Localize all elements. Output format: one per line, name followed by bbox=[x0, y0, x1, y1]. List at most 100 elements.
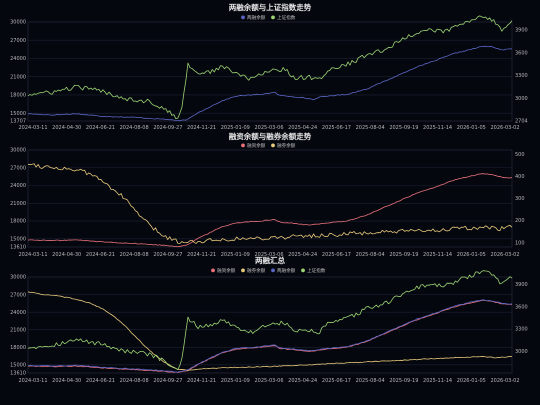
legend-item[interactable]: 两融余额 bbox=[241, 14, 266, 21]
y-right-tick-label: 500 bbox=[515, 152, 525, 158]
legend-item[interactable]: 上证指数 bbox=[271, 14, 296, 21]
y-left-tick-label: 15000 bbox=[10, 363, 26, 369]
x-tick-label: 2025-08-04 bbox=[356, 378, 385, 384]
x-tick-label: 2024-06-21 bbox=[86, 125, 115, 131]
legend-marker bbox=[271, 268, 275, 273]
x-tick-label: 2025-08-04 bbox=[356, 252, 385, 258]
x-tick-label: 2025-11-14 bbox=[423, 252, 452, 258]
x-tick-label: 2026-03-02 bbox=[490, 252, 519, 258]
legend-marker bbox=[271, 143, 275, 148]
x-tick-label: 2026-01-05 bbox=[457, 378, 486, 384]
y-left-tick-label: 21000 bbox=[10, 327, 26, 333]
x-tick-label: 2025-06-17 bbox=[322, 252, 351, 258]
x-tick-label: 2024-11-21 bbox=[187, 378, 216, 384]
legend-item[interactable]: 融资余额 bbox=[211, 267, 236, 274]
x-tick-label: 2024-08-08 bbox=[120, 125, 149, 131]
x-tick-label: 2024-08-08 bbox=[120, 378, 149, 384]
legend-item[interactable]: 两融余额 bbox=[271, 267, 296, 274]
x-tick-label: 2024-04-30 bbox=[52, 378, 81, 384]
x-tick-label: 2025-06-17 bbox=[322, 125, 351, 131]
x-tick-label: 2024-04-30 bbox=[52, 125, 81, 131]
x-tick-label: 2024-06-21 bbox=[86, 252, 115, 258]
x-tick-label: 2025-03-06 bbox=[254, 252, 283, 258]
y-right-tick-label: 3600 bbox=[515, 304, 528, 310]
legend-label: 两融余额 bbox=[247, 14, 266, 21]
y-left-tick-label: 18000 bbox=[10, 345, 26, 351]
y-right-tick-label: 3900 bbox=[515, 27, 528, 33]
legend-item[interactable]: 融券余额 bbox=[271, 142, 296, 149]
series-line-0 bbox=[27, 173, 513, 248]
y-left-tick-label: 13707 bbox=[10, 119, 26, 125]
y-left-tick-label: 24000 bbox=[10, 56, 26, 62]
legend-item[interactable]: 上证指数 bbox=[301, 267, 326, 274]
x-tick-label: 2024-03-11 bbox=[18, 125, 47, 131]
x-tick-label: 2025-09-19 bbox=[389, 378, 418, 384]
chart-title: 两融余额与上证指数走势 bbox=[229, 2, 312, 12]
y-right-tick-label: 3900 bbox=[515, 282, 528, 288]
legend-marker bbox=[301, 268, 305, 273]
x-tick-label: 2025-03-06 bbox=[254, 378, 283, 384]
y-left-tick-label: 15000 bbox=[10, 111, 26, 117]
series-line-3 bbox=[27, 270, 513, 371]
series-line-1 bbox=[27, 291, 513, 371]
y-left-tick-label: 21000 bbox=[10, 74, 26, 80]
y-right-tick-label: 400 bbox=[515, 174, 525, 180]
x-tick-label: 2025-11-14 bbox=[423, 125, 452, 131]
legend-label: 上证指数 bbox=[307, 267, 326, 274]
y-left-tick-label: 18000 bbox=[10, 219, 26, 225]
x-tick-label: 2025-11-14 bbox=[423, 378, 452, 384]
x-tick-label: 2024-11-21 bbox=[187, 252, 216, 258]
x-tick-label: 2025-01-09 bbox=[221, 252, 250, 258]
y-right-tick-label: 300 bbox=[515, 196, 525, 202]
chart-title: 两融汇总 bbox=[255, 255, 285, 265]
y-left-tick-label: 30000 bbox=[10, 148, 26, 154]
legend-marker bbox=[211, 268, 215, 273]
y-left-tick-label: 30000 bbox=[10, 275, 26, 281]
x-tick-label: 2024-06-21 bbox=[86, 378, 115, 384]
y-left-tick-label: 13610 bbox=[10, 245, 26, 251]
y-left-tick-label: 15000 bbox=[10, 236, 26, 242]
y-right-tick-label: 2704 bbox=[515, 119, 528, 125]
x-tick-label: 2025-08-04 bbox=[356, 125, 385, 131]
y-right-tick-label: 200 bbox=[515, 218, 525, 224]
x-tick-label: 2026-03-02 bbox=[490, 125, 519, 131]
x-tick-label: 2024-03-11 bbox=[18, 378, 47, 384]
x-tick-label: 2026-01-05 bbox=[457, 252, 486, 258]
y-left-tick-label: 24000 bbox=[10, 183, 26, 189]
x-tick-label: 2026-01-05 bbox=[457, 125, 486, 131]
x-tick-label: 2025-04-24 bbox=[288, 378, 317, 384]
x-tick-label: 2025-03-06 bbox=[254, 125, 283, 131]
series-line-0 bbox=[27, 299, 513, 373]
legend-item[interactable]: 融资余额 bbox=[241, 142, 266, 149]
x-tick-label: 2024-09-27 bbox=[153, 378, 182, 384]
y-right-tick-label: 3000 bbox=[515, 349, 528, 355]
x-tick-label: 2024-11-21 bbox=[187, 125, 216, 131]
series-line-1 bbox=[27, 163, 513, 244]
x-tick-label: 2024-09-27 bbox=[153, 252, 182, 258]
legend-label: 融资余额 bbox=[217, 267, 236, 274]
legend-item[interactable]: 融券余额 bbox=[241, 267, 266, 274]
x-tick-label: 2024-08-08 bbox=[120, 252, 149, 258]
x-tick-label: 2025-09-19 bbox=[389, 252, 418, 258]
legend-label: 融资余额 bbox=[247, 142, 266, 149]
y-left-tick-label: 27000 bbox=[10, 165, 26, 171]
x-tick-label: 2024-04-30 bbox=[52, 252, 81, 258]
series-line-0 bbox=[27, 45, 513, 122]
chart-title: 融资余额与融券余额走势 bbox=[229, 131, 312, 141]
x-tick-label: 2025-04-24 bbox=[288, 125, 317, 131]
legend-marker bbox=[271, 15, 275, 20]
plot-frame bbox=[27, 276, 513, 374]
y-left-tick-label: 21000 bbox=[10, 201, 26, 207]
y-left-tick-label: 24000 bbox=[10, 310, 26, 316]
y-right-tick-label: 3300 bbox=[515, 327, 528, 333]
series-line-2 bbox=[27, 299, 513, 373]
y-left-tick-label: 27000 bbox=[10, 38, 26, 44]
legend-marker bbox=[241, 143, 245, 148]
y-left-tick-label: 13610 bbox=[10, 371, 26, 377]
x-tick-label: 2025-01-09 bbox=[221, 125, 250, 131]
x-tick-label: 2025-04-24 bbox=[288, 252, 317, 258]
